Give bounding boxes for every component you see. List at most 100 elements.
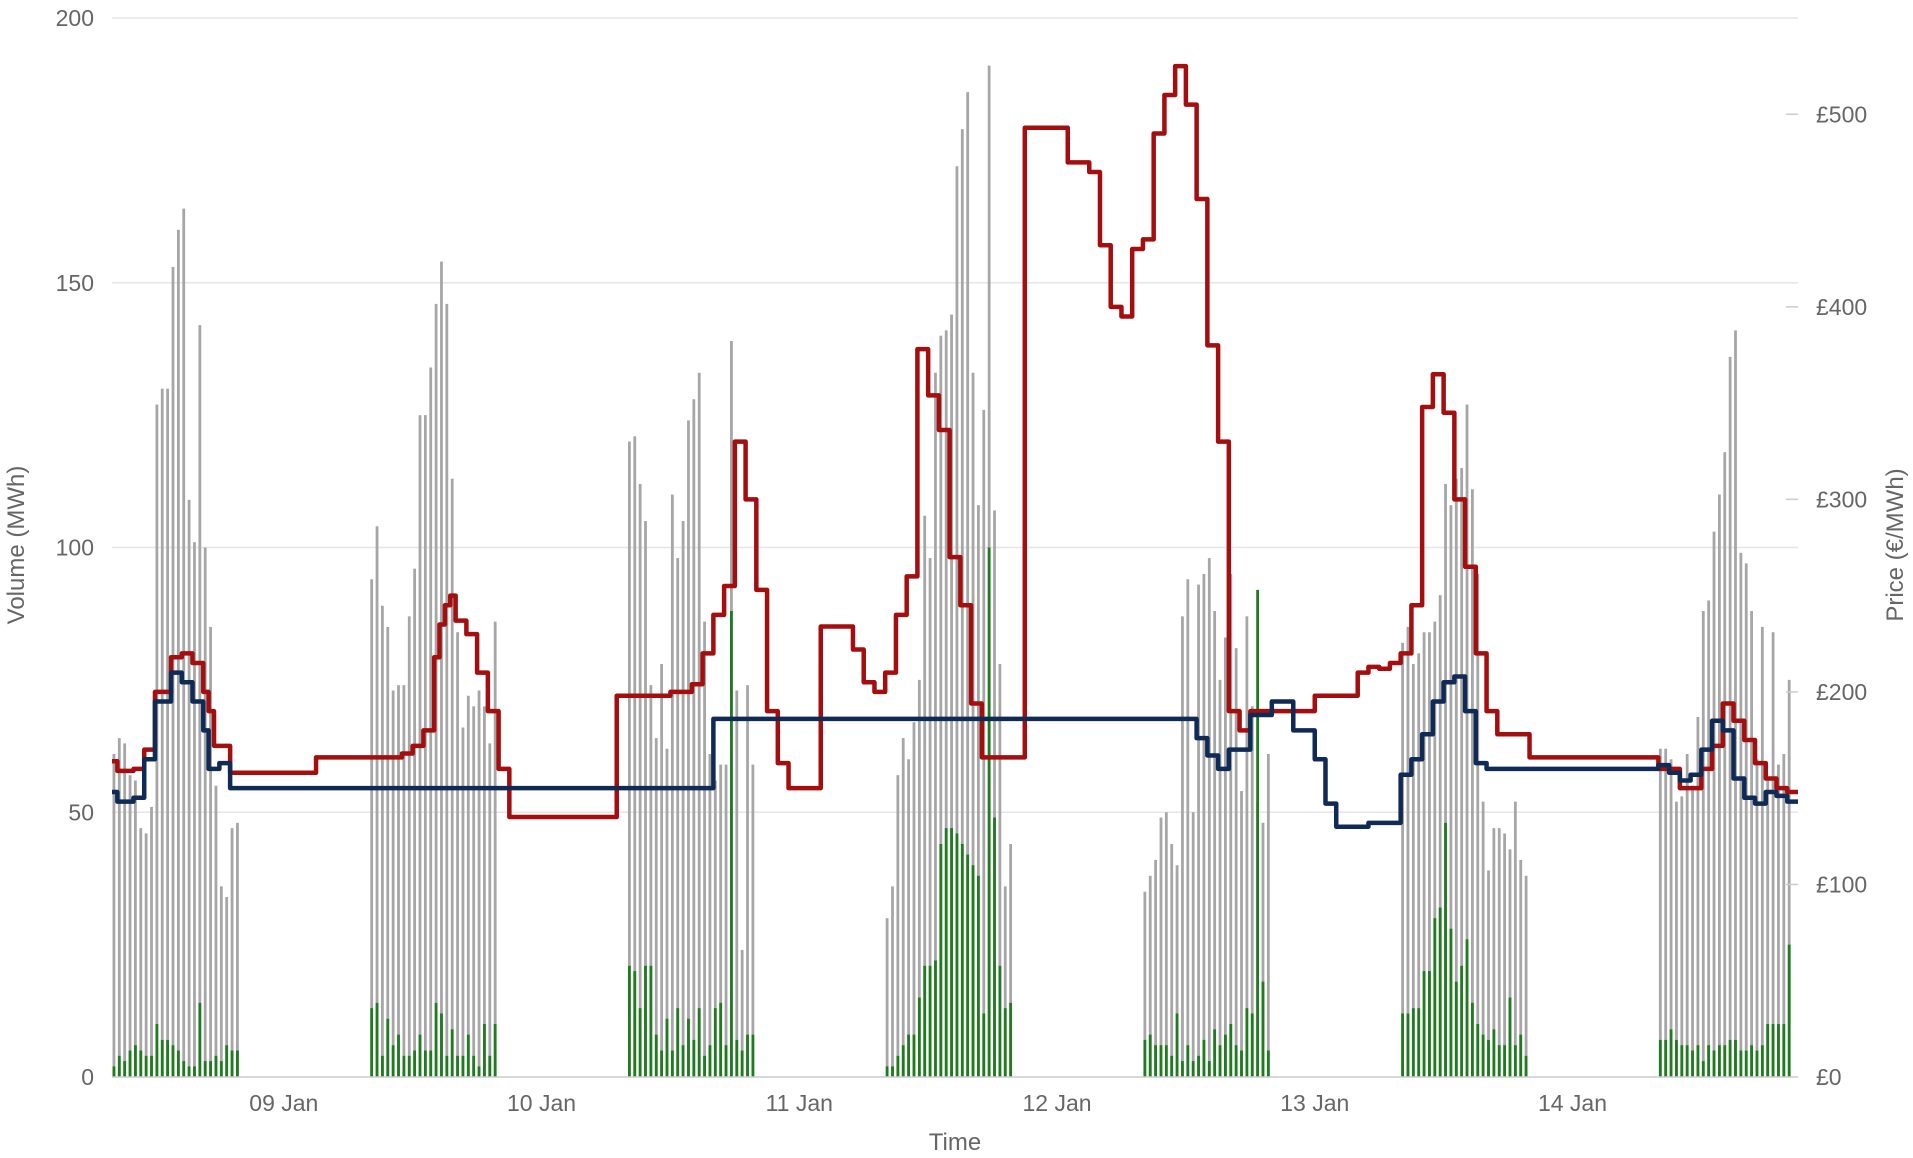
y-axis-left-title: Volume (MWh) (3, 466, 30, 625)
volume-bar-grey (456, 632, 459, 1077)
volume-bar-grey (381, 605, 384, 1077)
volume-bar-green (644, 965, 647, 1077)
y-left-tick-label: 50 (68, 799, 94, 825)
volume-bar-green (1170, 1055, 1174, 1077)
volume-bar-grey (977, 505, 980, 1077)
volume-bar-green (708, 1045, 712, 1077)
volume-bar-grey (1224, 637, 1227, 1077)
volume-bar-green (440, 1013, 443, 1077)
volume-bar-grey (1154, 859, 1157, 1077)
volume-bar-grey (633, 436, 637, 1077)
volume-bar-grey (1718, 494, 1721, 1077)
x-axis-title: Time (929, 1129, 981, 1156)
volume-bar-grey (477, 690, 481, 1077)
volume-bar-green (381, 1055, 384, 1077)
volume-bar-green (456, 1055, 459, 1077)
volume-bar-green (1465, 939, 1469, 1077)
volume-bar-green (1428, 971, 1431, 1077)
volume-bar-grey (644, 521, 647, 1077)
volume-bar-green (1669, 1029, 1673, 1077)
volume-bar-grey (1771, 632, 1775, 1077)
volume-bar-grey (1712, 531, 1716, 1077)
bars-layer (112, 65, 1791, 1078)
volume-bar-grey (638, 483, 642, 1078)
volume-bar-green (939, 844, 943, 1077)
volume-bar-grey (1669, 759, 1673, 1077)
volume-bar-green (225, 1045, 229, 1077)
volume-bar-green (1460, 965, 1464, 1077)
volume-bar-grey (1476, 573, 1480, 1077)
volume-bar-green (230, 1050, 234, 1077)
volume-bar-grey (998, 663, 1002, 1077)
volume-bar-grey (1481, 801, 1485, 1077)
volume-bar-green (928, 965, 932, 1077)
volume-bar-grey (1444, 483, 1447, 1078)
volume-bar-grey (144, 833, 148, 1077)
volume-bar-grey (445, 303, 449, 1077)
volume-bar-grey (1497, 828, 1501, 1077)
volume-bar-grey (466, 695, 470, 1077)
volume-bar-grey (166, 388, 170, 1077)
volume-bar-grey (1411, 663, 1415, 1077)
volume-bar-green (955, 833, 959, 1077)
x-tick-label: 10 Jan (507, 1090, 576, 1116)
x-tick-label: 09 Jan (249, 1090, 318, 1116)
volume-bar-green (483, 1024, 486, 1077)
volume-bar-green (144, 1055, 148, 1077)
volume-bar-green (633, 971, 637, 1077)
volume-bar-grey (225, 896, 229, 1077)
volume-bar-green (1164, 1045, 1168, 1077)
volume-bar-grey (429, 367, 433, 1078)
volume-bar-grey (214, 785, 218, 1077)
volume-bar-green (1245, 1008, 1249, 1077)
volume-bar-green (660, 1050, 664, 1077)
y-right-tick-label: £200 (1816, 679, 1867, 705)
volume-bar-green (923, 965, 927, 1077)
volume-bar-grey (219, 886, 223, 1077)
volume-bar-green (665, 1018, 669, 1077)
volume-bar-green (418, 1034, 422, 1077)
volume-bar-green (687, 1018, 690, 1077)
volume-bar-green (719, 1002, 723, 1077)
volume-bar-grey (139, 828, 143, 1077)
volume-bar-grey (440, 261, 443, 1077)
volume-bar-grey (1181, 616, 1184, 1077)
volume-bar-green (1250, 1013, 1254, 1077)
volume-bar-grey (407, 616, 411, 1077)
volume-bar-grey (628, 441, 631, 1078)
x-tick-label: 13 Jan (1280, 1090, 1349, 1116)
volume-bar-green (128, 1050, 132, 1077)
volume-bar-grey (1422, 632, 1426, 1077)
volume-bar-grey (676, 558, 680, 1077)
volume-bar-grey (230, 828, 234, 1077)
volume-bar-green (1497, 1045, 1501, 1077)
volume-bar-green (1438, 907, 1442, 1077)
volume-bar-green (1471, 1002, 1474, 1077)
volume-bar-green (472, 1055, 476, 1077)
volume-bar-green (1739, 1050, 1743, 1077)
volume-bar-grey (1175, 865, 1179, 1077)
volume-bar-grey (681, 521, 685, 1077)
volume-bar-green (891, 1066, 894, 1077)
volume-bar-green (1191, 1061, 1195, 1077)
volume-bar-green (697, 1008, 701, 1077)
volume-bar-green (1148, 1034, 1152, 1077)
volume-bar-green (203, 1061, 207, 1077)
axes-layer: 0 50 100 150 200 £0 £100 £200 £300 £400 £500 09 Jan… (56, 5, 1868, 1116)
volume-bar-green (982, 1013, 986, 1077)
volume-bar-grey (1234, 648, 1238, 1077)
volume-bar-green (1009, 1002, 1013, 1077)
volume-bar-grey (375, 526, 379, 1077)
volume-bar-green (1202, 1039, 1206, 1077)
volume-bar-grey (1787, 679, 1791, 1078)
volume-bar-green (1401, 1013, 1404, 1077)
volume-bar-green (1691, 1050, 1694, 1077)
volume-bar-green (1476, 1024, 1480, 1077)
volume-bar-grey (923, 515, 927, 1077)
volume-bar-green (150, 1055, 153, 1077)
volume-bar-grey (187, 499, 191, 1078)
volume-bar-grey (912, 722, 916, 1077)
lines-layer (112, 63, 1798, 829)
volume-bar-green (966, 854, 970, 1077)
volume-bar-green (1213, 1029, 1217, 1077)
